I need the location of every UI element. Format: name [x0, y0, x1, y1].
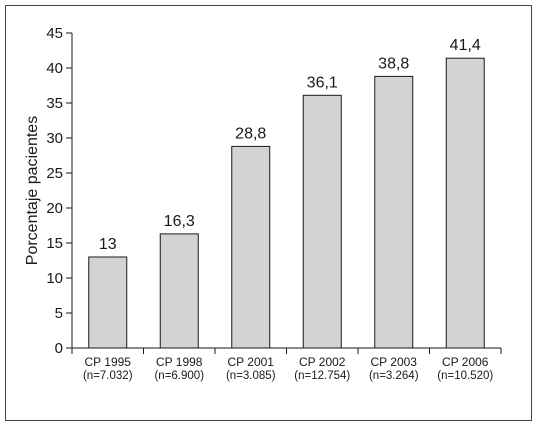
x-axis: CP 1995(n=7.032)CP 1998(n=6.900)CP 2001(…: [71, 347, 502, 382]
x-tick-label: CP 2002: [299, 355, 346, 369]
bar: [445, 57, 485, 349]
x-tick-label: CP 2006: [442, 355, 489, 369]
x-tick-sublabel: (n=12.754): [294, 370, 350, 382]
bar: [231, 145, 271, 349]
bar: [159, 233, 199, 349]
y-tick-label: 0: [55, 340, 63, 357]
bar-value-label: 36,1: [307, 74, 338, 91]
bar-value-label: 38,8: [378, 55, 409, 72]
bars: 13 16,3 28,8 36,1 38,8 41,4: [88, 37, 485, 349]
y-axis: 0 5 10 15 20 25 30 35 40 45: [46, 25, 73, 357]
x-tick-sublabel: (n=10.520): [437, 370, 493, 382]
y-tick-label: 20: [46, 200, 63, 217]
y-tick-label: 45: [46, 25, 63, 42]
y-tick-label: 25: [46, 165, 63, 182]
x-tick-sublabel: (n=3.085): [226, 370, 276, 382]
bar-value-label: 13: [99, 236, 117, 253]
chart-frame: 0 5 10 15 20 25 30 35 40 45 13 16,3 28,8 36,1 38,8 41,…: [5, 5, 532, 421]
bar: [302, 94, 342, 349]
x-tick-sublabel: (n=7.032): [83, 370, 133, 382]
y-tick-label: 30: [46, 130, 63, 147]
y-tick-label: 5: [55, 305, 63, 322]
bar: [88, 256, 128, 349]
y-axis-label: Porcentaje pacientes: [24, 116, 41, 265]
x-tick-label: CP 1995: [85, 355, 132, 369]
x-tick-sublabel: (n=6.900): [154, 370, 204, 382]
x-tick-label: CP 2001: [228, 355, 275, 369]
x-tick-sublabel: (n=3.264): [369, 370, 419, 382]
y-tick-label: 40: [46, 60, 63, 77]
bar-chart: 0 5 10 15 20 25 30 35 40 45 13 16,3 28,8 36,1 38,8 41,…: [24, 25, 502, 382]
y-tick-label: 10: [46, 270, 63, 287]
bar-value-label: 16,3: [164, 213, 195, 230]
y-tick-label: 15: [46, 235, 63, 252]
x-tick-label: CP 1998: [156, 355, 203, 369]
bar-value-label: 28,8: [235, 125, 266, 142]
bar: [374, 75, 414, 349]
bar-value-label: 41,4: [450, 37, 481, 54]
x-tick-label: CP 2003: [371, 355, 418, 369]
y-tick-label: 35: [46, 95, 63, 112]
